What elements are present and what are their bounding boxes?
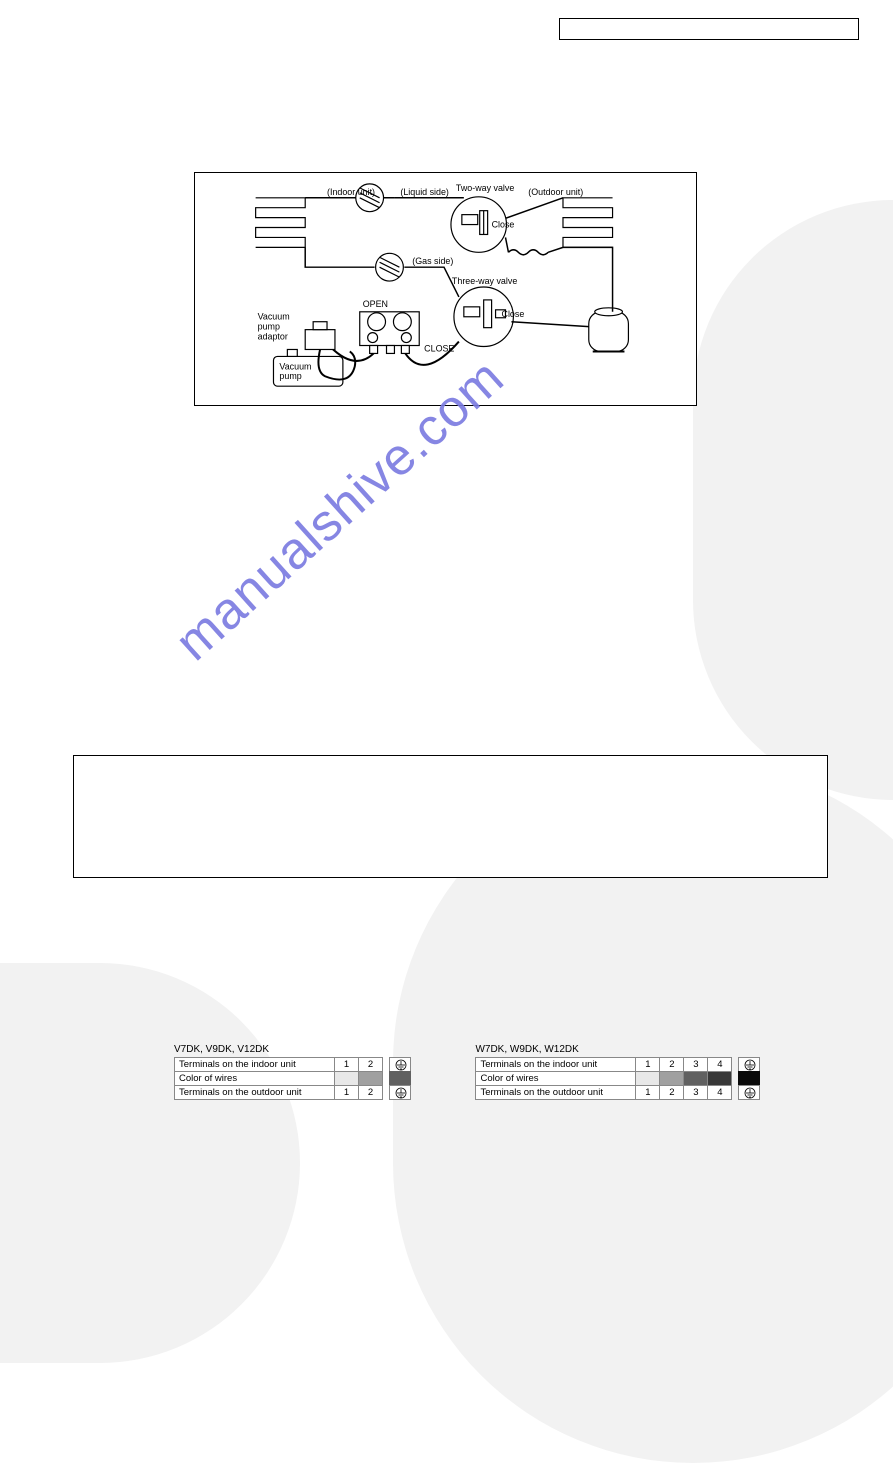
term-num: 2 bbox=[660, 1058, 684, 1072]
bg-decoration bbox=[693, 200, 893, 800]
table-v-models: V7DK, V9DK, V12DK Terminals on the indoo… bbox=[174, 1044, 411, 1100]
wire-color bbox=[636, 1072, 660, 1086]
label-vacuum-pump-1: Vacuum bbox=[279, 361, 311, 371]
term-num: 1 bbox=[335, 1058, 359, 1072]
label-close-1: Close bbox=[492, 220, 515, 230]
term-table-right: Terminals on the indoor unit 1 2 3 4 bbox=[475, 1057, 732, 1072]
label-gas-side: (Gas side) bbox=[412, 256, 453, 266]
row-label: Color of wires bbox=[476, 1072, 636, 1086]
label-two-way-valve: Two-way valve bbox=[456, 183, 514, 193]
row-label: Terminals on the outdoor unit bbox=[175, 1086, 335, 1100]
term-num: 2 bbox=[359, 1058, 383, 1072]
table-w-models: W7DK, W9DK, W12DK Terminals on the indoo… bbox=[475, 1044, 760, 1100]
row-label: Terminals on the indoor unit bbox=[476, 1058, 636, 1072]
term-num: 1 bbox=[636, 1058, 660, 1072]
term-num: 1 bbox=[636, 1086, 660, 1100]
header-box bbox=[559, 18, 859, 40]
label-outdoor-unit: (Outdoor unit) bbox=[528, 187, 583, 197]
term-num: 4 bbox=[708, 1086, 732, 1100]
row-label: Terminals on the indoor unit bbox=[175, 1058, 335, 1072]
ground-icon bbox=[738, 1057, 760, 1072]
ground-icon bbox=[389, 1085, 411, 1100]
wire-color bbox=[684, 1072, 708, 1086]
label-close-2: Close bbox=[502, 309, 525, 319]
term-num: 3 bbox=[684, 1058, 708, 1072]
terminal-tables: V7DK, V9DK, V12DK Terminals on the indoo… bbox=[174, 1044, 854, 1100]
diagram-svg: (Indoor unit) (Liquid side) Two-way valv… bbox=[195, 173, 696, 405]
label-open: OPEN bbox=[363, 299, 388, 309]
term-num: 3 bbox=[684, 1086, 708, 1100]
term-num: 4 bbox=[708, 1058, 732, 1072]
note-box bbox=[73, 755, 828, 878]
ground-color bbox=[389, 1071, 411, 1086]
term-table-left-colors: Color of wires bbox=[174, 1071, 383, 1086]
label-indoor-unit: (Indoor unit) bbox=[327, 187, 375, 197]
term-num: 1 bbox=[335, 1086, 359, 1100]
term-table-left: Terminals on the indoor unit 1 2 bbox=[174, 1057, 383, 1072]
label-vacuum-adaptor-3: adaptor bbox=[258, 332, 288, 342]
ground-icon bbox=[738, 1085, 760, 1100]
wire-color bbox=[708, 1072, 732, 1086]
vacuum-diagram: (Indoor unit) (Liquid side) Two-way valv… bbox=[194, 172, 697, 406]
term-table-right-colors: Color of wires bbox=[475, 1071, 732, 1086]
label-three-way-valve: Three-way valve bbox=[452, 276, 517, 286]
term-table-left-outdoor: Terminals on the outdoor unit 1 2 bbox=[174, 1085, 383, 1100]
table-caption-right: W7DK, W9DK, W12DK bbox=[475, 1044, 760, 1055]
wire-color bbox=[660, 1072, 684, 1086]
label-vacuum-pump-2: pump bbox=[279, 371, 301, 381]
ground-icon bbox=[389, 1057, 411, 1072]
label-vacuum-adaptor-2: pump bbox=[258, 322, 280, 332]
term-num: 2 bbox=[359, 1086, 383, 1100]
row-label: Color of wires bbox=[175, 1072, 335, 1086]
wire-color bbox=[335, 1072, 359, 1086]
label-liquid-side: (Liquid side) bbox=[400, 187, 449, 197]
row-label: Terminals on the outdoor unit bbox=[476, 1086, 636, 1100]
bg-decoration bbox=[0, 963, 300, 1363]
label-close-gauge: CLOSE bbox=[424, 343, 454, 353]
ground-color bbox=[738, 1071, 760, 1086]
label-vacuum-adaptor-1: Vacuum bbox=[258, 312, 290, 322]
term-table-right-outdoor: Terminals on the outdoor unit 1 2 3 4 bbox=[475, 1085, 732, 1100]
wire-color bbox=[359, 1072, 383, 1086]
table-caption-left: V7DK, V9DK, V12DK bbox=[174, 1044, 411, 1055]
term-num: 2 bbox=[660, 1086, 684, 1100]
